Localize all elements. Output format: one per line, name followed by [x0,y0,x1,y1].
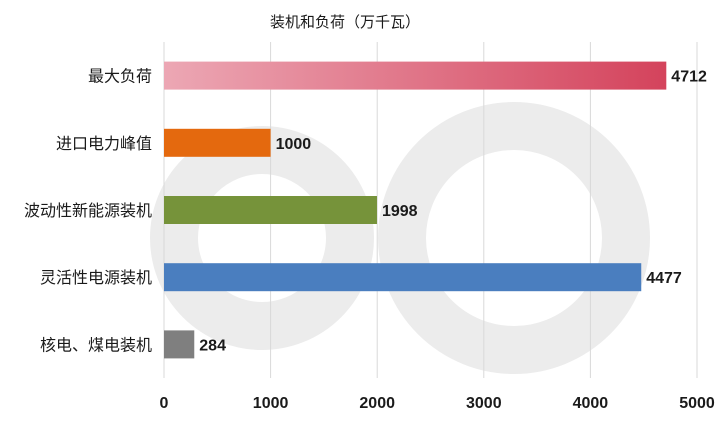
x-tick-label-1: 1000 [253,395,289,412]
category-label-0: 最大负荷 [88,67,152,86]
category-label-2: 波动性新能源装机 [24,201,152,220]
category-label-3: 灵活性电源装机 [40,268,152,287]
x-tick-label-2: 2000 [359,395,395,412]
value-label-0: 4712 [671,69,707,86]
category-label-4: 核电、煤电装机 [40,335,152,354]
bar-2 [164,196,377,224]
x-axis-ticks: 0 1000 2000 3000 4000 5000 [160,395,715,412]
value-label-3: 4477 [646,270,682,287]
bar-0 [164,61,667,90]
x-tick-label-0: 0 [160,395,169,412]
chart-title: 装机和负荷（万千瓦） [270,13,420,31]
value-label-1: 1000 [276,136,312,153]
value-label-4: 284 [199,337,226,354]
watermark-logo [150,102,650,374]
value-labels: 4712 1000 1998 4477 284 [199,69,707,355]
category-label-1: 进口电力峰值 [56,134,152,153]
bar-1 [164,128,271,157]
bar-3 [164,263,642,292]
bar-4 [164,330,195,359]
x-tick-label-4: 4000 [573,395,609,412]
value-label-2: 1998 [382,203,418,220]
grid-lines [163,42,698,378]
x-tick-label-3: 3000 [466,395,502,412]
x-tick-label-5: 5000 [679,395,715,412]
bars [164,61,667,359]
